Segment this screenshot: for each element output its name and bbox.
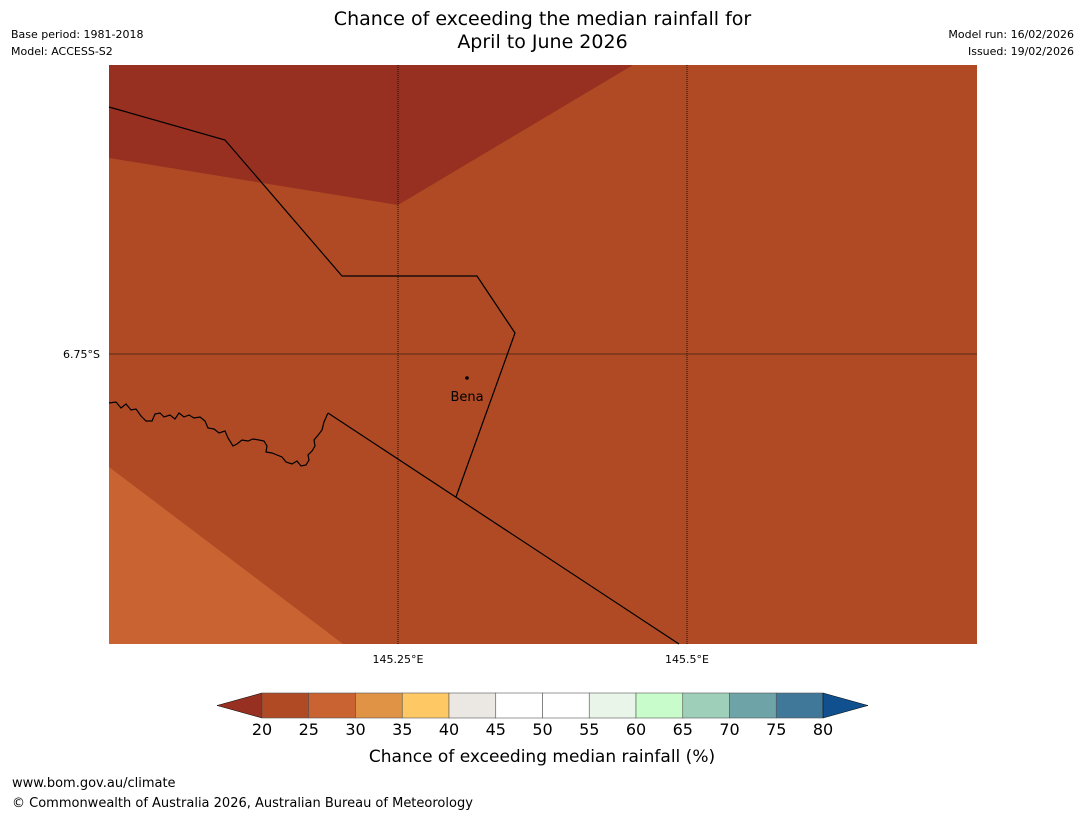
title-line-2: April to June 2026 — [457, 31, 628, 53]
colorbar: 20 25 30 35 40 45 50 55 60 65 70 75 80 Chance of exc… — [216, 692, 869, 767]
map-panel: Bena 6.75°S 145.25°E 145.5°E — [63, 65, 977, 666]
region-25-30 — [109, 467, 343, 644]
colorbar-segment — [682, 692, 730, 719]
colorbar-tick-label: 25 — [299, 720, 319, 739]
bena-marker — [465, 376, 469, 380]
province-boundary-south — [327, 412, 680, 645]
base-period-text: Base period: 1981-2018 — [11, 28, 144, 41]
colorbar-tick-label: 40 — [439, 720, 459, 739]
colorbar-segment — [775, 692, 824, 719]
colorbar-segment — [588, 692, 637, 719]
colorbar-segment — [261, 692, 310, 719]
colorbar-tick-label: 70 — [719, 720, 739, 739]
province-boundary — [108, 106, 516, 498]
colorbar-tick-label: 65 — [673, 720, 693, 739]
colorbar-tick-label: 45 — [486, 720, 506, 739]
colorbar-tick-label: 20 — [252, 720, 272, 739]
colorbar-under-arrow — [216, 692, 263, 719]
lon-label-145-5: 145.5°E — [665, 653, 709, 666]
colorbar-tick-label: 60 — [626, 720, 646, 739]
colorbar-tick-label: 30 — [345, 720, 365, 739]
bena-label: Bena — [450, 390, 483, 405]
colorbar-label: Chance of exceeding median rainfall (%) — [369, 747, 715, 767]
model-run-text: Model run: 16/02/2026 — [948, 28, 1074, 41]
colorbar-segment — [355, 692, 403, 719]
lon-label-145-25: 145.25°E — [373, 653, 424, 666]
title-line-1: Chance of exceeding the median rainfall … — [333, 8, 752, 30]
colorbar-segments — [261, 692, 824, 719]
footer-copyright: © Commonwealth of Australia 2026, Austra… — [12, 796, 473, 811]
colorbar-over-arrow — [822, 692, 869, 719]
footer-url[interactable]: www.bom.gov.au/climate — [12, 776, 176, 791]
meta-right: Model run: 16/02/2026 Issued: 19/02/2026 — [948, 26, 1074, 60]
colorbar-tick-label: 50 — [532, 720, 552, 739]
issued-text: Issued: 19/02/2026 — [967, 45, 1074, 58]
colorbar-segment — [729, 692, 777, 719]
map-title: Chance of exceeding the median rainfall … — [0, 8, 1085, 54]
colorbar-segment — [401, 692, 450, 719]
colorbar-segment — [495, 692, 543, 719]
lat-label: 6.75°S — [63, 348, 100, 361]
colorbar-ticks: 20 25 30 35 40 45 50 55 60 65 70 75 80 — [252, 720, 833, 739]
colorbar-segment — [448, 692, 497, 719]
river-boundary — [108, 401, 329, 467]
colorbar-tick-label: 80 — [813, 720, 833, 739]
colorbar-tick-label: 75 — [766, 720, 786, 739]
colorbar-segment — [635, 692, 684, 719]
colorbar-tick-label: 55 — [579, 720, 599, 739]
colorbar-tick-label: 35 — [392, 720, 412, 739]
colorbar-segment — [308, 692, 356, 719]
model-text: Model: ACCESS-S2 — [11, 45, 113, 58]
region-under-20 — [109, 65, 633, 205]
colorbar-segment — [542, 692, 590, 719]
meta-left: Base period: 1981-2018 Model: ACCESS-S2 — [11, 26, 143, 60]
